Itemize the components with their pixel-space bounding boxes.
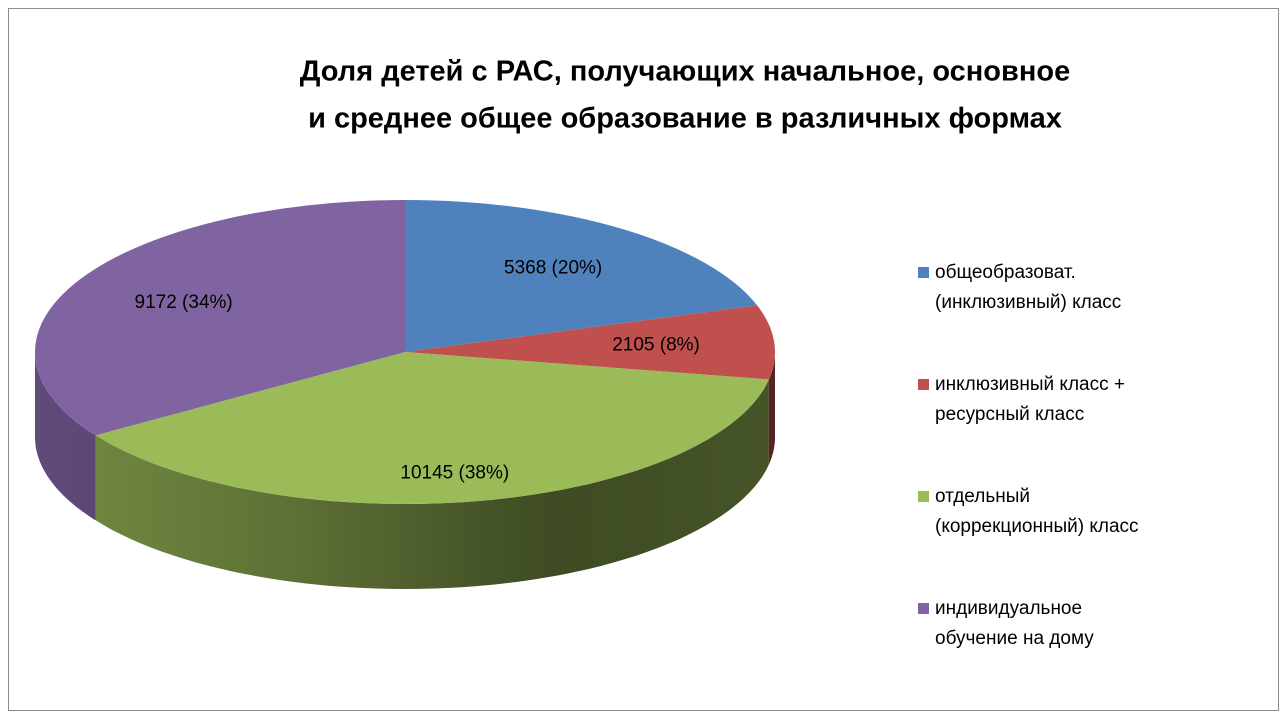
slice <box>405 305 775 380</box>
legend-swatch <box>918 491 929 502</box>
legend-label: отдельный (коррекционный) класс <box>935 486 1139 537</box>
legend-label: общеобразоват. (инклюзивный) класс <box>935 262 1122 313</box>
chart-title: и среднее общее образование в различных … <box>308 103 1062 135</box>
legend: общеобразоват. (инклюзивный) класс инклюз… <box>918 258 1168 706</box>
legend-label: индивидуальное обучение на дому <box>935 598 1094 649</box>
slice-side <box>768 352 775 465</box>
legend-item: инклюзивный класс + ресурсный класс <box>918 370 1168 482</box>
legend-label: инклюзивный класс + ресурсный класс <box>935 374 1125 425</box>
data-label: 10145 (38%) <box>400 462 509 483</box>
slice <box>35 200 405 436</box>
slice <box>405 200 758 352</box>
legend-item: отдельный (коррекционный) класс <box>918 482 1168 594</box>
data-label: 5368 (20%) <box>504 257 602 278</box>
legend-swatch <box>918 267 929 278</box>
legend-swatch <box>918 603 929 614</box>
slice-side <box>95 379 769 589</box>
data-label: 2105 (8%) <box>612 334 700 355</box>
legend-item: общеобразоват. (инклюзивный) класс <box>918 258 1168 370</box>
chart-title: Доля детей с РАС, получающих начальное, … <box>300 56 1070 88</box>
legend-item: индивидуальное обучение на дому <box>918 594 1168 706</box>
slice-side <box>35 352 96 521</box>
data-label: 9172 (34%) <box>135 292 233 313</box>
slice <box>95 352 769 504</box>
legend-swatch <box>918 379 929 390</box>
